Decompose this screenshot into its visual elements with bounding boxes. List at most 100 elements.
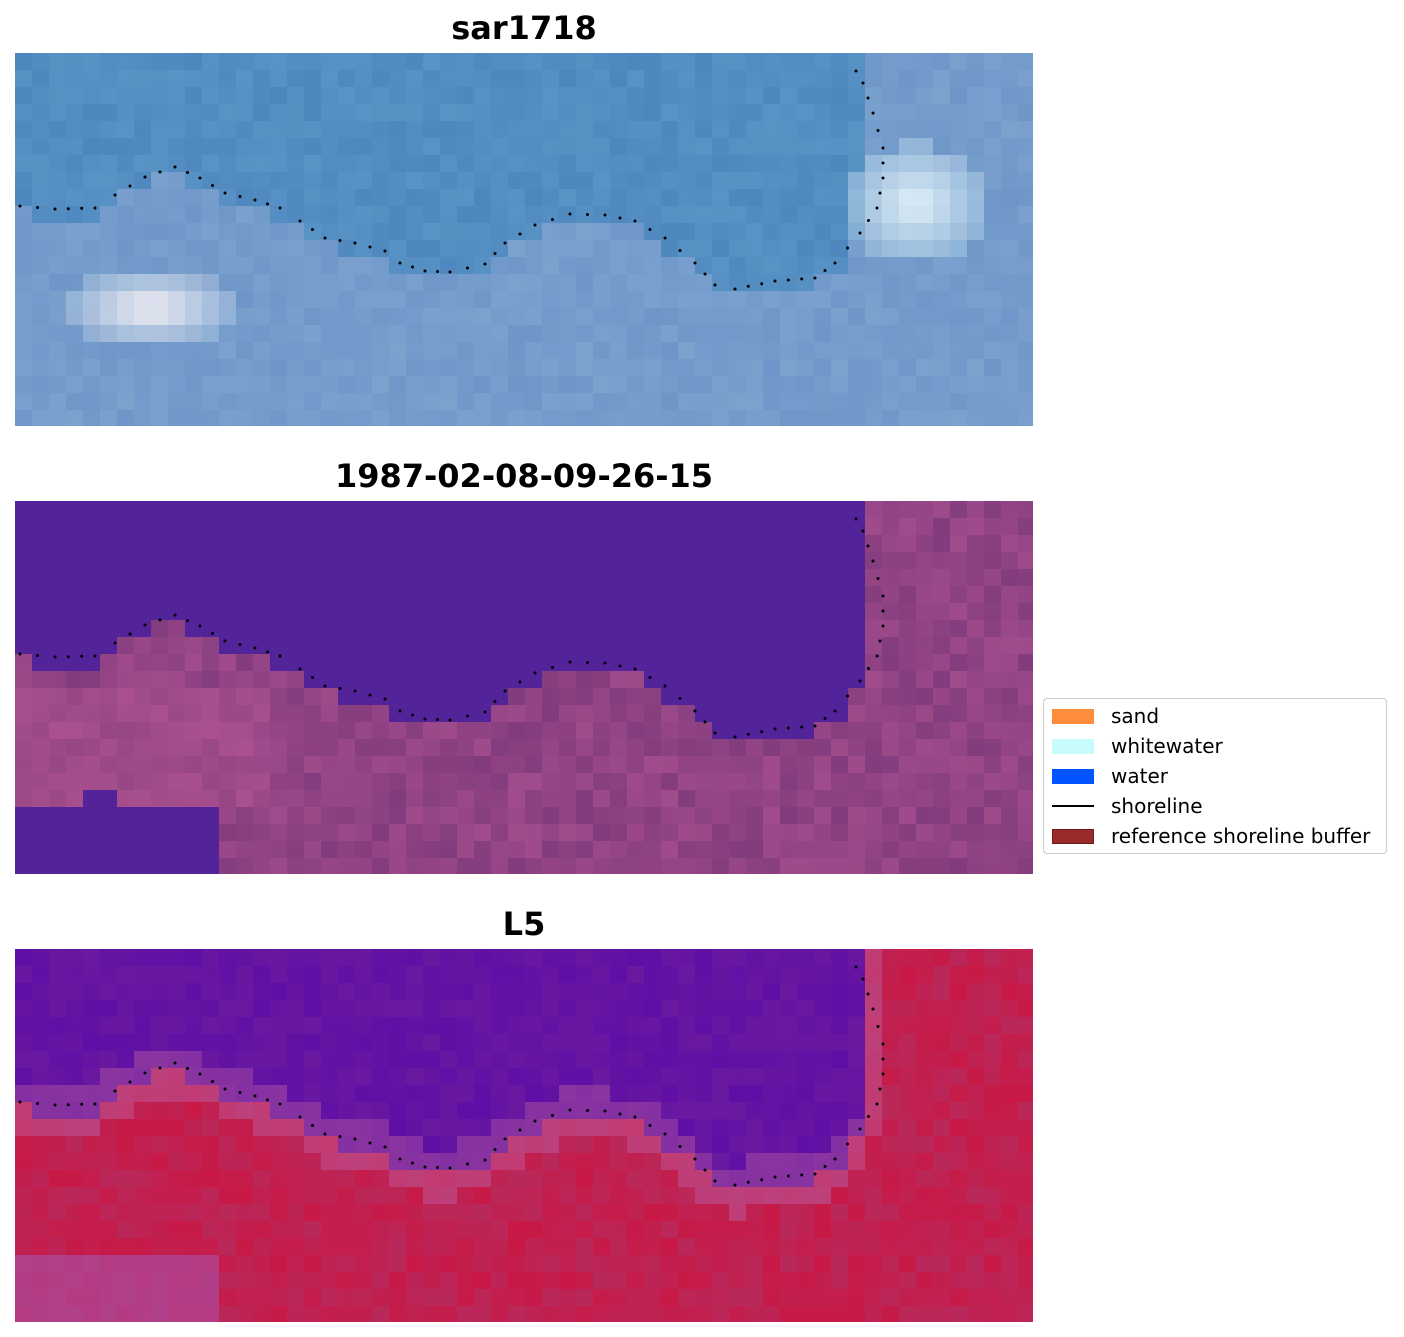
image-pixel (797, 552, 815, 570)
image-pixel (661, 1255, 679, 1273)
image-pixel (797, 790, 815, 808)
image-pixel (950, 1102, 968, 1120)
image-pixel (440, 1153, 458, 1171)
image-pixel (576, 1051, 594, 1069)
image-pixel (576, 756, 594, 774)
image-pixel (100, 53, 118, 71)
image-pixel (134, 1102, 152, 1120)
image-pixel (712, 206, 730, 224)
image-pixel (559, 586, 577, 604)
image-pixel (287, 1221, 305, 1239)
image-pixel (950, 206, 968, 224)
image-pixel (185, 518, 203, 536)
image-pixel (338, 240, 356, 258)
image-pixel (950, 671, 968, 689)
image-pixel (576, 1000, 594, 1018)
image-pixel (100, 620, 118, 638)
image-pixel (576, 858, 594, 874)
image-pixel (814, 1136, 832, 1154)
image-pixel (134, 705, 152, 723)
image-pixel (933, 773, 951, 791)
image-pixel (151, 603, 169, 621)
image-pixel (474, 824, 492, 842)
image-pixel (49, 518, 67, 536)
image-pixel (848, 240, 866, 258)
image-pixel (508, 1238, 526, 1256)
image-pixel (542, 1051, 560, 1069)
shoreline-dot (846, 246, 849, 250)
image-pixel (525, 1170, 543, 1188)
image-pixel (729, 756, 747, 774)
image-pixel (49, 393, 67, 411)
image-pixel (525, 603, 543, 621)
image-pixel (117, 257, 135, 275)
image-pixel (712, 1306, 730, 1322)
image-pixel (780, 104, 798, 122)
image-pixel (270, 87, 288, 105)
image-pixel (644, 1153, 662, 1171)
image-pixel (950, 70, 968, 88)
shoreline-dot (503, 1137, 507, 1141)
image-pixel (457, 376, 475, 394)
image-pixel (678, 1068, 696, 1086)
image-pixel (627, 291, 645, 309)
image-pixel (236, 983, 254, 1001)
image-pixel (984, 393, 1002, 411)
image-pixel (1001, 1017, 1019, 1035)
image-pixel (525, 535, 543, 553)
image-pixel (457, 501, 475, 519)
image-pixel (202, 325, 220, 343)
shoreline-dot (518, 232, 522, 236)
image-pixel (440, 603, 458, 621)
image-pixel (338, 501, 356, 519)
image-pixel (338, 1306, 356, 1322)
image-pixel (287, 206, 305, 224)
shoreline-dot (733, 735, 737, 739)
image-pixel (678, 949, 696, 967)
image-pixel (848, 790, 866, 808)
image-pixel (984, 637, 1002, 655)
image-pixel (389, 53, 407, 71)
image-pixel (508, 535, 526, 553)
shoreline-dot (66, 1103, 70, 1107)
image-pixel (474, 1255, 492, 1273)
image-pixel (814, 1272, 832, 1290)
image-pixel (967, 1289, 985, 1307)
image-pixel (236, 620, 254, 638)
image-pixel (882, 1204, 900, 1222)
image-pixel (763, 654, 781, 672)
image-pixel (83, 121, 101, 139)
image-pixel (15, 1306, 33, 1322)
image-pixel (848, 1119, 866, 1137)
image-pixel (185, 342, 203, 360)
image-pixel (848, 172, 866, 190)
image-pixel (967, 569, 985, 587)
image-pixel (100, 1238, 118, 1256)
image-pixel (848, 858, 866, 874)
image-pixel (882, 722, 900, 740)
image-pixel (134, 841, 152, 859)
image-pixel (202, 637, 220, 655)
image-pixel (508, 223, 526, 241)
image-pixel (287, 1289, 305, 1307)
image-pixel (355, 569, 373, 587)
image-pixel (236, 841, 254, 859)
image-pixel (338, 138, 356, 156)
image-pixel (763, 291, 781, 309)
image-pixel (338, 53, 356, 71)
shoreline-dot (823, 1165, 827, 1168)
image-pixel (1001, 569, 1019, 587)
image-pixel (831, 790, 849, 808)
shoreline-dot (198, 624, 202, 628)
image-pixel (593, 1289, 611, 1307)
image-pixel (933, 1238, 951, 1256)
image-pixel (15, 104, 33, 122)
image-pixel (236, 359, 254, 377)
image-pixel (168, 189, 186, 207)
image-pixel (236, 1034, 254, 1052)
image-pixel (984, 172, 1002, 190)
image-pixel (321, 172, 339, 190)
image-pixel (644, 53, 662, 71)
image-pixel (321, 501, 339, 519)
image-pixel (32, 773, 50, 791)
